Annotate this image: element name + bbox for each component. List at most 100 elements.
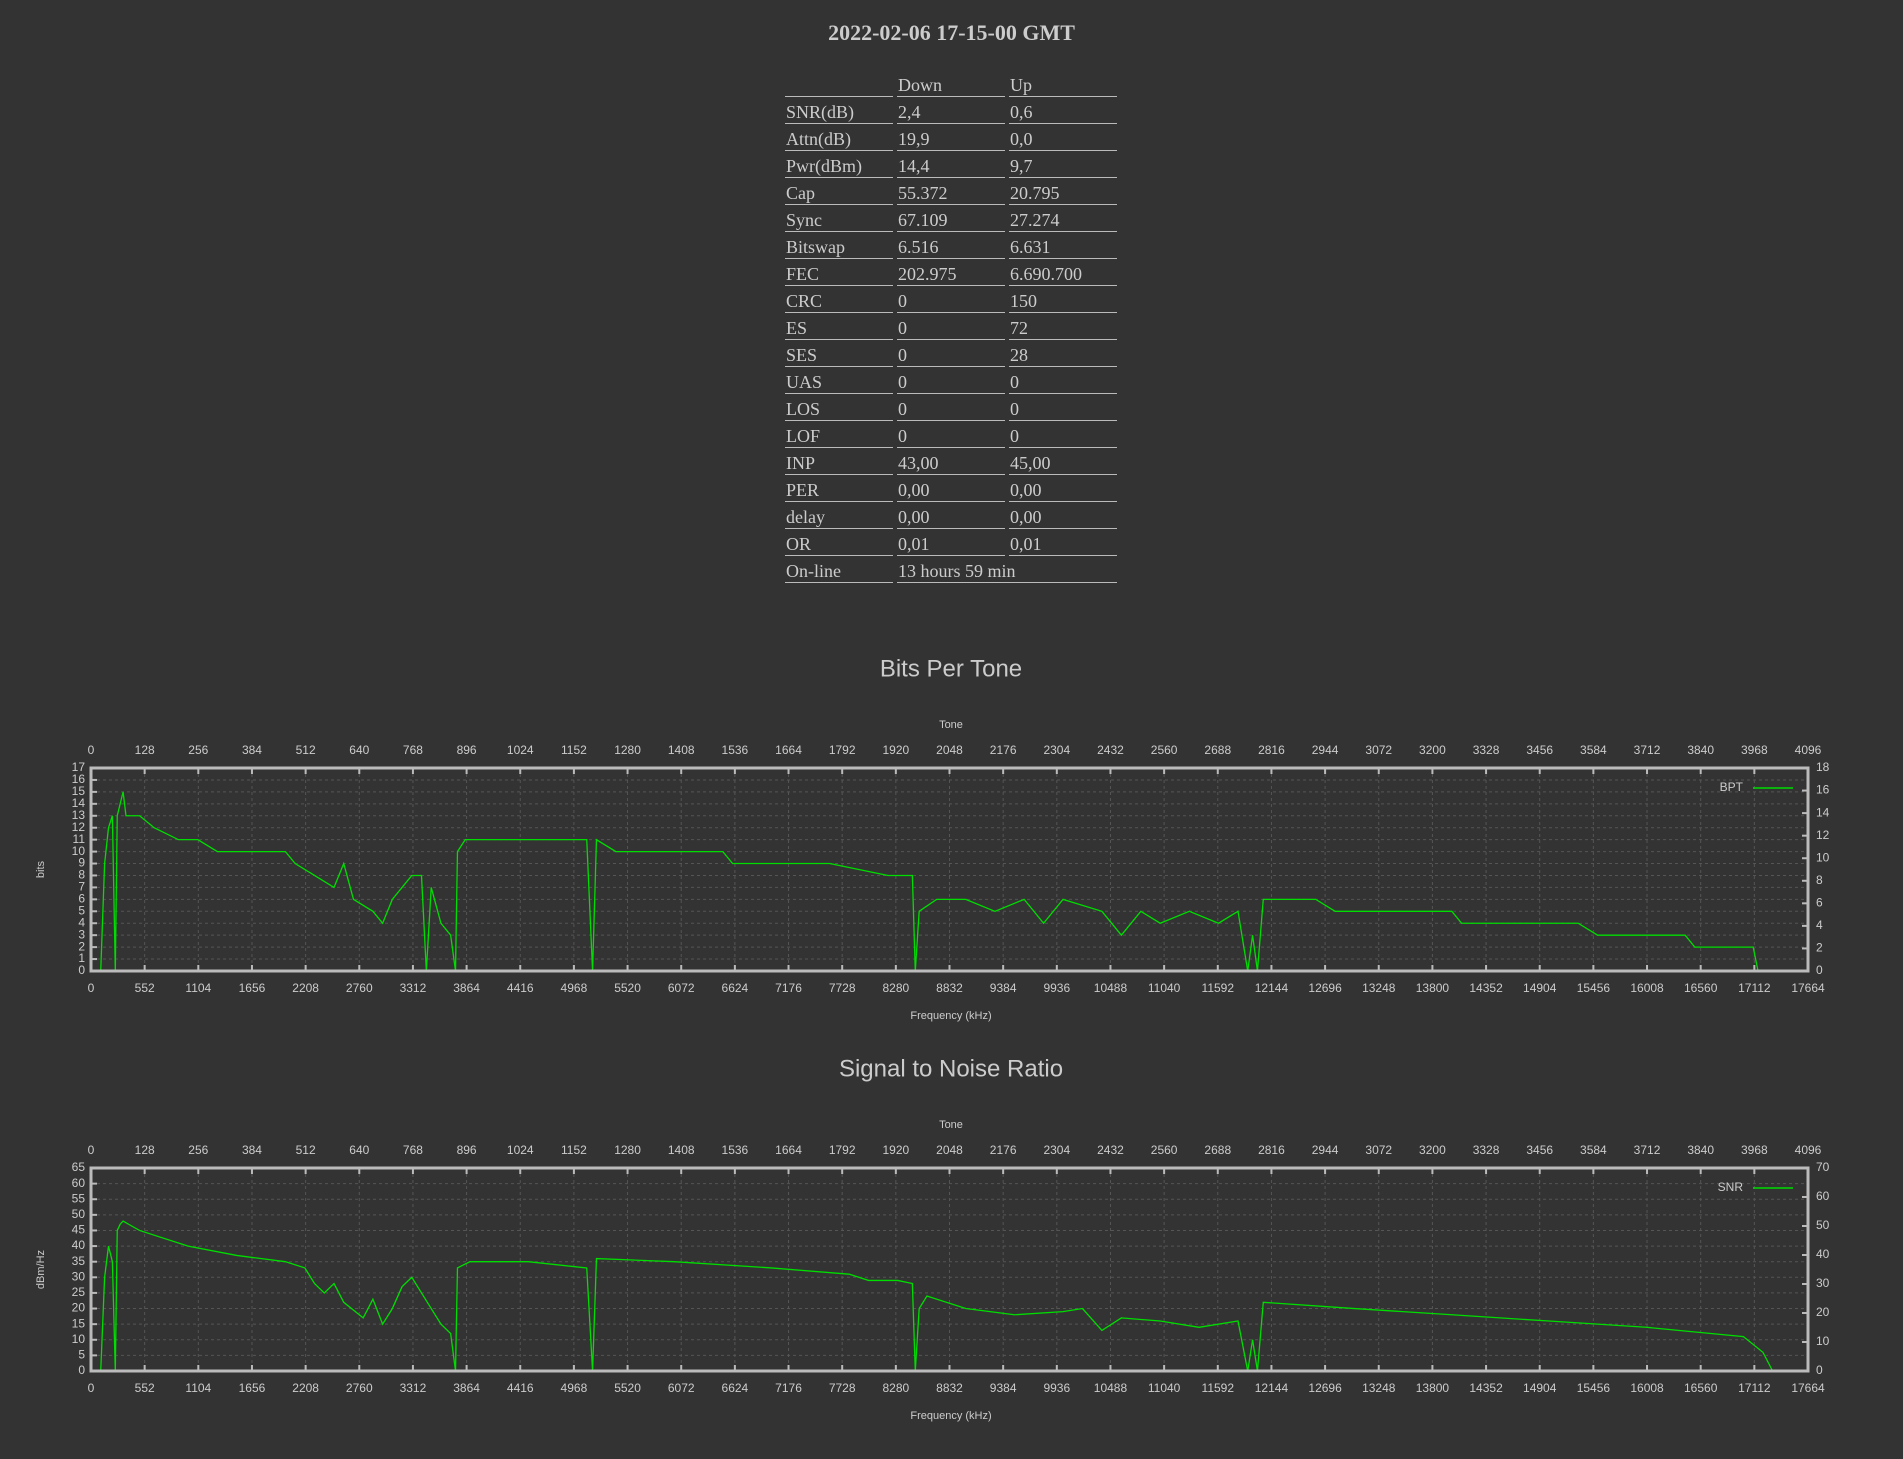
x2-tick-label: 3072 <box>1365 743 1392 757</box>
legend-label: BPT <box>1720 780 1744 794</box>
x2-tick-label: 2944 <box>1312 743 1339 757</box>
table-cell: 0,00 <box>897 475 1005 502</box>
x2-tick-label: 2048 <box>936 743 963 757</box>
x-tick-label: 8280 <box>882 1381 909 1395</box>
x-tick-label: 552 <box>135 1381 155 1395</box>
x2-tick-label: 2688 <box>1204 743 1231 757</box>
y-tick-label: 25 <box>72 1285 86 1299</box>
x-tick-label: 3312 <box>400 1381 427 1395</box>
x-tick-label: 11040 <box>1148 1381 1181 1395</box>
x-tick-label: 3864 <box>453 1381 480 1395</box>
x2-tick-label: 3584 <box>1580 1143 1607 1157</box>
x2-tick-label: 3840 <box>1687 743 1714 757</box>
table-cell: 0,00 <box>1009 475 1117 502</box>
x2-tick-label: 1408 <box>668 1143 695 1157</box>
x-tick-label: 9936 <box>1043 1381 1070 1395</box>
x2-tick-label: 3456 <box>1526 1143 1553 1157</box>
x-tick-label: 2208 <box>292 1381 319 1395</box>
x-tick-label: 5520 <box>614 981 641 995</box>
x2-tick-label: 1792 <box>829 743 856 757</box>
table-row: SES 0 28 <box>785 340 1117 367</box>
table-row: Cap 55.372 20.795 <box>785 178 1117 205</box>
x2-tick-label: 1152 <box>561 743 587 757</box>
table-row: SNR(dB) 2,4 0,6 <box>785 97 1117 124</box>
x-tick-label: 7176 <box>775 981 802 995</box>
y-tick-label: 15 <box>72 1316 86 1330</box>
y-tick-label: 12 <box>72 820 86 834</box>
table-cell: 27.274 <box>1009 205 1117 232</box>
x2-tick-label: 1024 <box>507 1143 534 1157</box>
table-cell: 0,6 <box>1009 97 1117 124</box>
x-tick-label: 1656 <box>239 981 266 995</box>
x-tick-label: 6072 <box>668 981 695 995</box>
y-tick-label: 60 <box>72 1176 86 1190</box>
header-cell: Up <box>1009 70 1117 97</box>
x2-tick-label: 640 <box>349 1143 369 1157</box>
y-tick-label: 20 <box>72 1301 86 1315</box>
table-row: FEC 202.975 6.690.700 <box>785 259 1117 286</box>
x2-axis-label: Tone <box>939 1119 963 1131</box>
y-tick-label: 3 <box>78 927 85 941</box>
table-cell: 67.109 <box>897 205 1005 232</box>
table-cell: INP <box>785 448 893 475</box>
x2-tick-label: 3712 <box>1634 1143 1661 1157</box>
x2-tick-label: 0 <box>88 1143 95 1157</box>
table-cell: LOF <box>785 421 893 448</box>
table-row: UAS 0 0 <box>785 367 1117 394</box>
table-row: Pwr(dBm) 14,4 9,7 <box>785 151 1117 178</box>
y-tick-label: 35 <box>72 1254 86 1268</box>
y-tick-label: 1 <box>78 951 85 965</box>
table-cell: 55.372 <box>897 178 1005 205</box>
x-tick-label: 13800 <box>1416 1381 1450 1395</box>
table-cell: SES <box>785 340 893 367</box>
x-axis-label: Frequency (kHz) <box>910 1410 991 1422</box>
x-tick-label: 14352 <box>1469 981 1503 995</box>
x2-tick-label: 2816 <box>1258 743 1285 757</box>
table-row: Bitswap 6.516 6.631 <box>785 232 1117 259</box>
y-tick-label: 50 <box>72 1207 86 1221</box>
y-tick-label: 7 <box>78 880 85 894</box>
x-tick-label: 0 <box>88 1381 95 1395</box>
x2-tick-label: 1024 <box>507 743 534 757</box>
x2-tick-label: 2048 <box>936 1143 963 1157</box>
stats-body: Down Up SNR(dB) 2,4 0,6 Attn(dB) 19,9 0,0 Pwr(dB… <box>785 70 1117 583</box>
table-cell: Bitswap <box>785 232 893 259</box>
chart-title: Signal to Noise Ratio <box>839 1055 1063 1082</box>
table-cell: 0 <box>1009 394 1117 421</box>
table-row: LOF 0 0 <box>785 421 1117 448</box>
page-title: 2022-02-06 17-15-00 GMT <box>828 20 1075 45</box>
x-tick-label: 0 <box>88 981 95 995</box>
x-tick-label: 14904 <box>1523 1381 1557 1395</box>
x-tick-label: 4416 <box>507 981 534 995</box>
table-row: INP 43,00 45,00 <box>785 448 1117 475</box>
table-row: LOS 0 0 <box>785 394 1117 421</box>
table-cell: delay <box>785 502 893 529</box>
x2-tick-label: 0 <box>88 743 95 757</box>
x2-tick-label: 1280 <box>614 1143 641 1157</box>
y-tick-label: 30 <box>72 1269 86 1283</box>
y-tick-label: 2 <box>78 939 85 953</box>
table-cell: 0,00 <box>897 502 1005 529</box>
x-tick-label: 10488 <box>1094 1381 1128 1395</box>
table-cell: CRC <box>785 286 893 313</box>
table-cell: 202.975 <box>897 259 1005 286</box>
table-cell: SNR(dB) <box>785 97 893 124</box>
table-cell: 0 <box>897 394 1005 421</box>
y2-tick-label: 60 <box>1816 1189 1830 1203</box>
x2-tick-label: 4096 <box>1795 1143 1822 1157</box>
x2-tick-label: 128 <box>135 743 155 757</box>
x-tick-label: 12144 <box>1255 1381 1289 1395</box>
y2-tick-label: 30 <box>1816 1276 1830 1290</box>
table-cell: 2,4 <box>897 97 1005 124</box>
x-tick-label: 15456 <box>1577 981 1611 995</box>
x2-tick-label: 640 <box>349 743 369 757</box>
table-cell: Cap <box>785 178 893 205</box>
x2-tick-label: 1536 <box>722 743 749 757</box>
y2-tick-label: 50 <box>1816 1218 1830 1232</box>
y2-tick-label: 18 <box>1816 760 1830 774</box>
y-tick-label: 13 <box>72 808 86 822</box>
y-tick-label: 55 <box>72 1191 86 1205</box>
x2-tick-label: 3200 <box>1419 743 1446 757</box>
y2-tick-label: 20 <box>1816 1305 1830 1319</box>
x2-tick-label: 3968 <box>1741 1143 1768 1157</box>
